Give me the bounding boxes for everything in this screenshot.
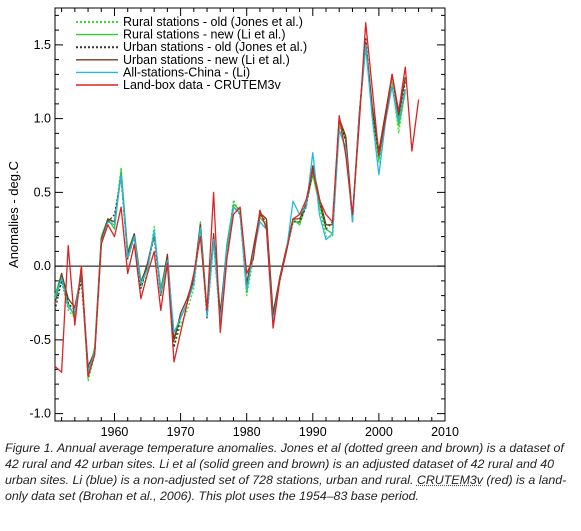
series-line-6 [54,22,420,378]
x-tick-label: 1990 [299,425,327,439]
y-tick-label: 1.0 [34,112,51,126]
y-tick-label: 1.5 [34,38,51,52]
temperature-anomaly-chart: 1960 1970 1980 1990 2000 2010 -1.0 -0.5 0.0 0.5 1.… [6,7,459,439]
x-tick-label: 2000 [365,425,393,439]
y-axis-label: Anomalies - deg.C [6,161,21,268]
plot-frame [54,7,446,422]
legend-label-3: Urban stations - old (Jones et al.) [123,40,307,54]
legend-label-5: All-stations-China - (Li) [123,65,250,79]
legend-label-4: Urban stations - new (Li et al.) [123,53,290,67]
caption-text-1: Figure 1. Annual average temperature ano… [5,441,564,487]
crutem3v-link[interactable]: CRUTEM3v [416,473,483,487]
caption-text-2: (red) is a land-only data set (Brohan et… [5,473,567,503]
x-tick-label: 2010 [431,425,459,439]
x-tick-label: 1960 [101,425,129,439]
figure-caption: Figure 1. Annual average temperature ano… [5,440,577,504]
legend-label-1: Rural stations - old (Jones et al.) [123,15,303,29]
y-tick-label: 0.5 [34,185,51,199]
x-tick-label: 1970 [167,425,195,439]
legend-label-6: Land-box data - CRUTEM3v [123,78,281,92]
x-tick-label: 1980 [233,425,261,439]
y-tick-label: -0.5 [29,333,51,347]
legend-label-2: Rural stations - new (Li et al.) [123,28,286,42]
y-tick-label: -1.0 [29,407,51,421]
y-tick-label: 0.0 [34,259,51,273]
